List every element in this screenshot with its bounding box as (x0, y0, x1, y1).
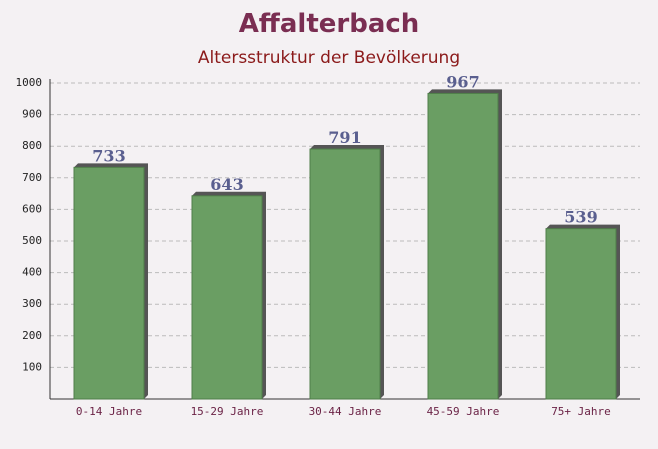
y-tick-label: 200 (22, 329, 42, 342)
chart-subtitle: Altersstruktur der Bevölkerung (198, 48, 460, 68)
y-tick-label: 800 (22, 139, 42, 152)
y-tick-label: 500 (22, 234, 42, 247)
y-tick-label: 700 (22, 171, 42, 184)
value-label: 539 (564, 208, 597, 227)
x-tick-label: 75+ Jahre (551, 405, 611, 418)
y-tick-label: 300 (22, 297, 42, 310)
x-tick-label: 0-14 Jahre (76, 405, 142, 418)
value-label: 791 (328, 128, 361, 147)
chart-title: Affalterbach (239, 9, 420, 39)
value-label: 967 (446, 72, 479, 91)
bar (545, 228, 617, 400)
bar (191, 195, 263, 400)
value-label: 643 (210, 175, 243, 194)
y-tick-label: 400 (22, 266, 42, 279)
y-tick-label: 1000 (16, 76, 43, 89)
x-tick-label: 30-44 Jahre (309, 405, 382, 418)
bar (427, 92, 499, 400)
y-tick-label: 900 (22, 108, 42, 121)
value-label: 733 (92, 146, 125, 165)
bar (309, 148, 381, 400)
x-tick-label: 45-59 Jahre (427, 405, 500, 418)
bar (73, 166, 145, 400)
y-tick-label: 600 (22, 202, 42, 215)
y-tick-label: 100 (22, 360, 42, 373)
x-tick-label: 15-29 Jahre (191, 405, 264, 418)
